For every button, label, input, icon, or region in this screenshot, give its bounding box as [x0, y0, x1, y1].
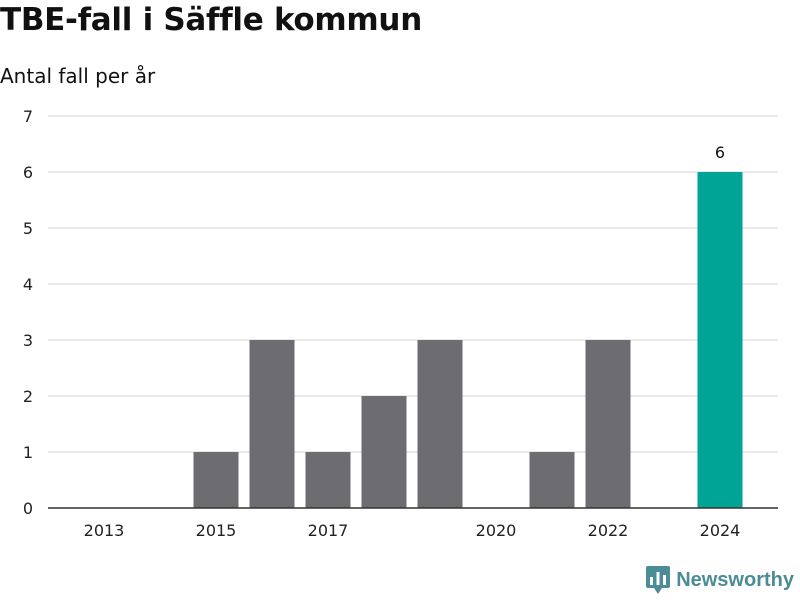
y-tick-label: 2: [23, 387, 33, 406]
x-axis-ticks: 2013 2015 2017 2020 2022 2024: [84, 521, 741, 540]
bar-2019: [417, 340, 463, 508]
y-tick-label: 1: [23, 443, 33, 462]
bar-2015: [193, 452, 239, 508]
y-tick-label: 6: [23, 163, 33, 182]
data-label-2024: 6: [715, 143, 725, 162]
bars: [193, 172, 743, 508]
y-tick-label: 5: [23, 219, 33, 238]
x-tick-label: 2024: [700, 521, 741, 540]
x-tick-label: 2020: [476, 521, 517, 540]
bar-2018: [361, 396, 407, 508]
bar-2017: [305, 452, 351, 508]
y-tick-label: 0: [23, 499, 33, 518]
y-tick-label: 3: [23, 331, 33, 350]
data-labels: 6: [715, 143, 725, 162]
chart-title: TBE-fall i Säffle kommun: [0, 2, 422, 38]
x-tick-label: 2022: [588, 521, 629, 540]
y-axis-ticks: 0 1 2 3 4 5 6 7: [23, 107, 33, 518]
x-tick-label: 2013: [84, 521, 125, 540]
y-tick-label: 4: [23, 275, 33, 294]
y-tick-label: 7: [23, 107, 33, 126]
bar-2016: [249, 340, 295, 508]
gridlines: [48, 115, 778, 453]
x-tick-label: 2015: [196, 521, 237, 540]
x-tick-label: 2017: [308, 521, 349, 540]
bar-2024: [697, 172, 743, 508]
bar-2022: [585, 340, 631, 508]
newsworthy-logo-icon: [646, 566, 671, 594]
bar-2021: [529, 452, 575, 508]
chart-subtitle: Antal fall per år: [0, 64, 156, 88]
brand-name: Newsworthy: [676, 568, 794, 591]
brand-logo: Newsworthy: [646, 566, 794, 594]
